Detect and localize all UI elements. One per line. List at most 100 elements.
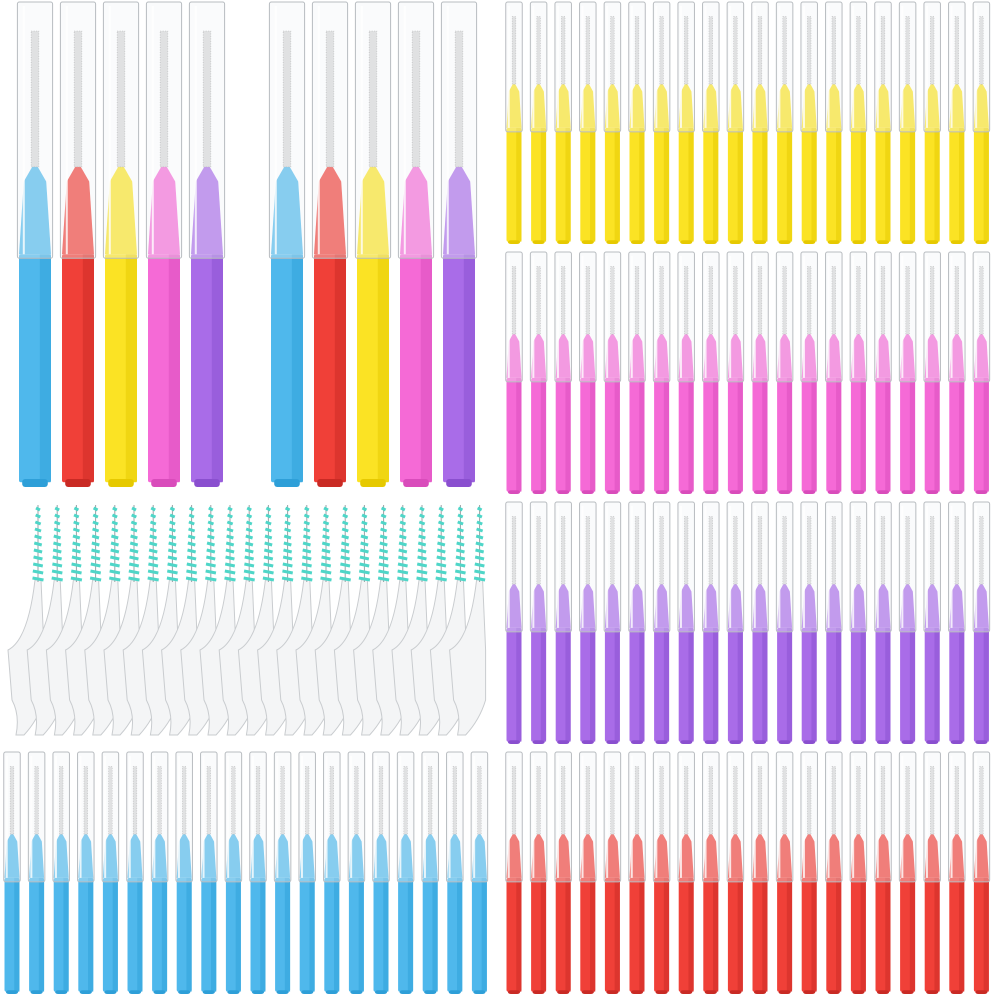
cap bbox=[652, 1, 671, 133]
pick-bristle bbox=[282, 555, 293, 561]
brush bbox=[874, 751, 892, 994]
handle-shade bbox=[934, 877, 940, 992]
brush bbox=[101, 751, 120, 994]
cap bbox=[898, 1, 917, 133]
tip bbox=[752, 831, 768, 878]
cap bbox=[849, 751, 868, 883]
pick-bristle bbox=[437, 520, 445, 526]
pick-bristle bbox=[224, 569, 236, 575]
handle-shade bbox=[909, 377, 916, 492]
tip bbox=[850, 81, 866, 128]
pick-bristle bbox=[150, 513, 157, 519]
brush bbox=[825, 501, 843, 744]
brush bbox=[898, 751, 917, 994]
pick-bristle bbox=[188, 527, 196, 533]
handle-shade bbox=[260, 877, 266, 992]
bristles bbox=[831, 16, 836, 85]
pick-bristle bbox=[130, 534, 138, 540]
pick-bristle bbox=[111, 520, 119, 526]
pick-bristle bbox=[73, 513, 80, 519]
bristles bbox=[782, 516, 787, 585]
cap bbox=[126, 751, 144, 883]
pick-bristle bbox=[187, 534, 196, 540]
handle-shade bbox=[959, 127, 965, 242]
handle-foot bbox=[631, 240, 643, 244]
bristles bbox=[536, 16, 541, 85]
pick-bristle bbox=[454, 576, 467, 582]
pick-bristle bbox=[436, 562, 447, 568]
handle-shade bbox=[786, 377, 793, 492]
handle-foot bbox=[877, 490, 889, 494]
bristles bbox=[108, 766, 113, 835]
handle-foot bbox=[852, 990, 865, 994]
handle-foot bbox=[926, 740, 939, 744]
handle-shade bbox=[811, 127, 817, 242]
handle-shade bbox=[112, 877, 118, 992]
bristles bbox=[610, 516, 615, 585]
handle-foot bbox=[852, 490, 865, 494]
cap bbox=[628, 501, 646, 633]
bristles bbox=[782, 16, 787, 85]
pick-bristle bbox=[131, 506, 137, 512]
pick-bristle bbox=[301, 569, 313, 575]
tip bbox=[654, 331, 670, 378]
handle-shade bbox=[639, 127, 645, 242]
bristles bbox=[536, 266, 541, 335]
handle-foot bbox=[803, 740, 816, 744]
bristles bbox=[684, 766, 689, 835]
handle-foot bbox=[606, 990, 619, 994]
pick-bristle bbox=[54, 506, 60, 512]
tip bbox=[900, 331, 916, 378]
handle-shade bbox=[688, 627, 694, 742]
handle-shade bbox=[540, 127, 547, 242]
pick-bristle bbox=[474, 569, 486, 575]
pick-bristle bbox=[476, 527, 484, 533]
bristles bbox=[610, 766, 615, 835]
handle-shade bbox=[186, 877, 192, 992]
bristles bbox=[159, 30, 169, 168]
handle-shade bbox=[959, 627, 965, 742]
brush bbox=[311, 1, 349, 487]
tip bbox=[19, 162, 51, 255]
pick-bristle bbox=[169, 513, 176, 519]
bristles bbox=[452, 766, 457, 835]
brush bbox=[440, 1, 478, 487]
pick-bristle bbox=[205, 576, 217, 582]
tip bbox=[324, 831, 340, 878]
cap bbox=[579, 501, 597, 633]
handle-foot bbox=[274, 479, 300, 487]
bristles bbox=[34, 766, 39, 835]
handle-foot bbox=[448, 990, 461, 994]
pick-bristle bbox=[169, 520, 176, 526]
cap bbox=[529, 1, 548, 133]
tip bbox=[654, 581, 670, 628]
bristles bbox=[454, 30, 464, 168]
handle-shade bbox=[885, 127, 891, 242]
bristles bbox=[930, 266, 935, 335]
cap bbox=[27, 751, 46, 883]
handle-shade bbox=[737, 127, 743, 242]
brush bbox=[898, 501, 917, 744]
brush bbox=[652, 1, 671, 244]
cap bbox=[702, 251, 720, 383]
handle-foot bbox=[655, 240, 668, 244]
tip bbox=[727, 831, 743, 878]
pick-bristle bbox=[418, 520, 426, 526]
bristles bbox=[757, 16, 763, 85]
pick-bristle bbox=[188, 513, 195, 519]
brush bbox=[150, 751, 169, 994]
pick-bristle bbox=[417, 541, 427, 547]
bristles bbox=[684, 266, 689, 335]
bristles bbox=[782, 266, 787, 335]
brush bbox=[677, 751, 695, 994]
handle-shade bbox=[909, 877, 916, 992]
pick-bristle bbox=[148, 548, 158, 554]
cap bbox=[800, 751, 818, 883]
pick-bristle bbox=[90, 555, 101, 561]
tip bbox=[299, 831, 315, 878]
handle-shade bbox=[590, 877, 596, 992]
handle-shade bbox=[383, 877, 389, 992]
pick-bristle bbox=[224, 576, 236, 582]
pick-bristle bbox=[320, 562, 332, 568]
tip bbox=[949, 581, 965, 628]
